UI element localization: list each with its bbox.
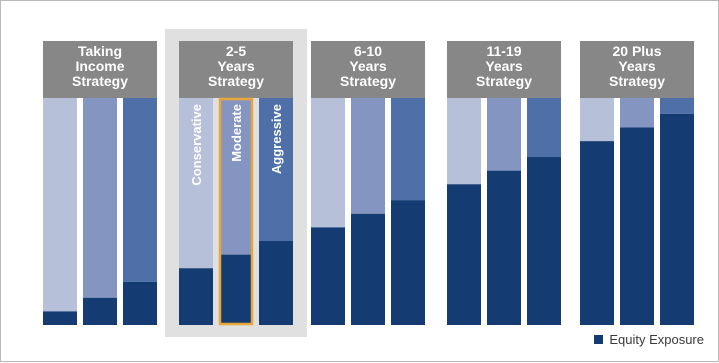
portfolio-bar-aggressive xyxy=(123,98,157,282)
equity-exposure-bar xyxy=(391,200,425,325)
group-header xyxy=(311,41,425,98)
equity-exposure-bar xyxy=(620,127,654,325)
legend-label-equity: Equity Exposure xyxy=(609,332,704,347)
portfolio-bar-aggressive xyxy=(259,98,293,242)
group-label-line: Years xyxy=(618,58,656,74)
moderate-highlight-outline xyxy=(218,97,254,326)
portfolio-bar-moderate xyxy=(620,98,654,128)
group-label-line: Taking xyxy=(78,43,122,59)
group-label-line: Strategy xyxy=(340,73,396,89)
portfolio-bar-moderate xyxy=(83,98,117,298)
equity-exposure-bar xyxy=(351,213,385,325)
equity-exposure-bar xyxy=(123,281,157,325)
portfolio-bar-moderate xyxy=(219,98,253,255)
equity-exposure-bar xyxy=(660,113,694,325)
equity-exposure-bar xyxy=(219,254,253,325)
portfolio-bar-aggressive xyxy=(660,98,694,114)
equity-exposure-bar xyxy=(43,311,77,325)
group-label-line: Income xyxy=(75,58,124,74)
portfolio-label-moderate: Moderate xyxy=(229,104,244,162)
portfolio-label-aggressive: Aggressive xyxy=(269,104,284,174)
group-label-line: 6-10 xyxy=(354,43,382,59)
equity-exposure-bar xyxy=(527,157,561,325)
legend-swatch-equity xyxy=(594,335,604,344)
equity-exposure-bar xyxy=(259,241,293,325)
equity-exposure-bar xyxy=(311,227,345,325)
portfolio-bar-moderate xyxy=(487,98,521,171)
group-label-line: Strategy xyxy=(72,73,128,89)
equity-exposure-bar xyxy=(447,184,481,325)
group-label-line: 2-5 xyxy=(226,43,246,59)
legend: Equity Exposure xyxy=(594,332,704,347)
group-header xyxy=(580,41,694,98)
group-label-line: Strategy xyxy=(208,73,264,89)
portfolio-bar-conservative xyxy=(447,98,481,185)
group-label-line: Strategy xyxy=(476,73,532,89)
portfolio-bar-conservative xyxy=(311,98,345,228)
equity-exposure-bar xyxy=(580,141,614,325)
group-label-line: Strategy xyxy=(609,73,665,89)
portfolio-bar-conservative xyxy=(43,98,77,312)
portfolio-bar-aggressive xyxy=(391,98,425,201)
equity-exposure-bar xyxy=(83,297,117,325)
group-header xyxy=(179,41,293,98)
group-header xyxy=(447,41,561,98)
group-label-line: Years xyxy=(485,58,523,74)
group-label-line: Years xyxy=(217,58,255,74)
group-label-line: Years xyxy=(349,58,387,74)
group-label-line: 20 Plus xyxy=(612,43,661,59)
portfolio-label-conservative: Conservative xyxy=(189,104,204,186)
group-header xyxy=(43,41,157,98)
equity-exposure-bar xyxy=(179,268,213,325)
portfolio-bar-conservative xyxy=(179,98,213,269)
group-label-line: 11-19 xyxy=(486,43,521,59)
portfolio-bar-aggressive xyxy=(527,98,561,158)
portfolio-bar-conservative xyxy=(580,98,614,142)
portfolio-bar-moderate xyxy=(351,98,385,214)
equity-exposure-bar xyxy=(487,170,521,325)
